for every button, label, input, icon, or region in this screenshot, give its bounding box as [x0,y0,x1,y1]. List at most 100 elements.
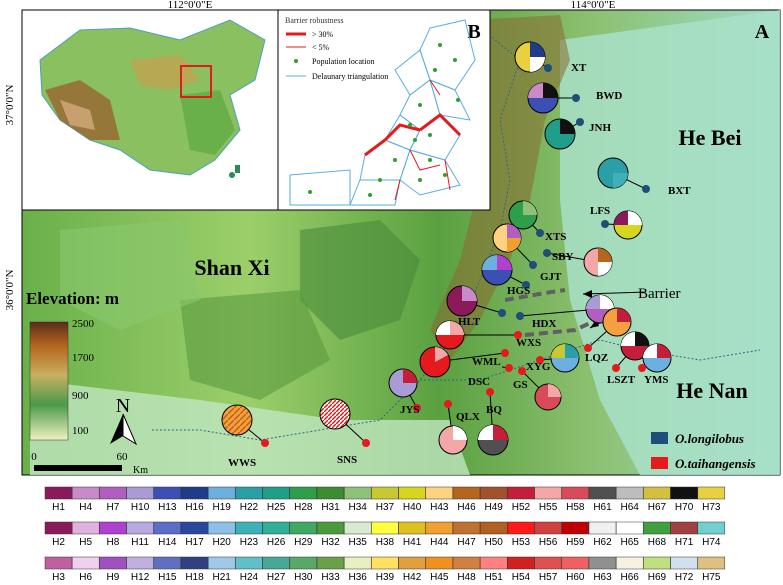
haplotype-swatch [615,521,644,535]
region-hebei: He Bei [679,125,742,150]
scale-end: 60 [117,451,129,463]
panel-a-label: A [755,21,770,43]
haplotype-swatch [697,486,726,500]
label-jnh: JNH [589,122,611,134]
haplotype-swatch [235,556,263,570]
haplotype-label: H59 [566,537,585,548]
haplotype-label: H72 [675,572,694,583]
elevation-legend: Elevation: m 2500 1700 900 100 [26,289,119,441]
haplotype-label: H53 [512,537,531,548]
latitude-label-36: 36°0'0"N [4,270,16,311]
haplotype-label: H47 [457,537,476,548]
haplotype-swatch [507,486,535,500]
haplotype-label: H70 [675,502,694,513]
haplotype-label: H49 [485,502,504,513]
species-longilobus: O.longilobus [675,431,744,446]
haplotype-label: H45 [430,572,449,583]
haplotype-label: H48 [457,572,476,583]
haplotype-swatch [343,486,372,500]
haplotype-label: H37 [376,502,395,513]
haplotype-swatch [534,486,562,500]
pie-bwd: BWD [527,82,622,114]
inset-b-triangulation: B Barrier robustness > 30% < 5% Populati… [277,9,491,211]
haplotype-label: H19 [213,502,232,513]
haplotype-label: H26 [267,537,286,548]
haplotype-label: H74 [702,537,721,548]
legend-population-location: Population location [312,57,374,66]
haplotype-label: H5 [79,537,92,548]
haplotype-swatch [99,556,127,570]
haplotype-swatch [371,556,399,570]
haplotype-swatch [180,486,209,500]
haplotype-label: H38 [376,537,395,548]
haplotype-swatch [153,521,182,535]
haplotype-swatch [99,521,127,535]
haplotype-label: H29 [294,537,313,548]
haplotype-swatch [425,486,454,500]
haplotype-swatch [316,486,345,500]
haplotype-swatch [289,486,318,500]
pie-xts: XTS [508,200,566,243]
haplotype-label: H21 [213,572,232,583]
haplotype-swatch [697,556,726,570]
pie-bxt: BXT [597,157,691,197]
haplotype-label: H75 [702,572,721,583]
label-bxt: BXT [668,185,691,197]
label-wws: WWS [228,457,256,469]
haplotype-label: H34 [349,502,368,513]
haplotype-label: H4 [79,502,92,513]
pie-lqz: LQZ [584,307,632,364]
haplotype-swatch [371,486,399,500]
haplotype-label: H18 [185,572,204,583]
haplotype-label: H55 [539,502,558,513]
label-sns: SNS [337,454,357,466]
north-label: N [116,395,130,417]
haplotype-label: H46 [457,502,476,513]
pie-wml: WML [419,346,509,378]
haplotype-label: H20 [213,537,232,548]
haplotype-swatch [643,486,671,500]
scale-start: 0 [31,451,37,463]
label-xt: XT [571,62,587,74]
haplotype-label: H36 [349,572,368,583]
haplotype-swatch [588,556,617,570]
haplotype-swatch [316,556,345,570]
haplotype-label: H68 [648,537,667,548]
haplotype-swatch [126,521,154,535]
haplotype-swatch [262,556,290,570]
elevation-title: Elevation: m [26,289,119,308]
haplotype-label: H3 [52,572,65,583]
haplotype-swatch [153,486,182,500]
pie-wxs: WXS [435,320,541,350]
haplotype-label: H51 [485,572,504,583]
haplotype-label: H13 [158,502,177,513]
haplotype-swatch [207,521,236,535]
haplotype-label: H42 [403,572,422,583]
haplotype-label: H23 [240,537,259,548]
haplotype-label: H60 [566,572,585,583]
haplotype-swatch [615,556,644,570]
haplotype-label: H31 [321,502,340,513]
haplotype-label: H63 [593,572,612,583]
haplotype-label: H64 [621,502,640,513]
haplotype-label: H15 [158,572,177,583]
haplotype-swatch [262,521,290,535]
north-arrow: N [110,395,138,446]
haplotype-swatch [343,521,372,535]
haplotype-swatch [71,486,100,500]
legend-strong-barrier: > 30% [312,30,334,39]
haplotype-label: H6 [79,572,92,583]
haplotype-swatch [507,521,535,535]
haplotype-label: H33 [321,572,340,583]
haplotype-label: H65 [621,537,640,548]
haplotype-swatch [99,486,127,500]
haplotype-label: H66 [621,572,640,583]
label-wml: WML [472,356,501,368]
haplotype-swatch [588,486,617,500]
haplotype-swatch [425,556,454,570]
haplotype-swatch [507,556,535,570]
haplotype-label: H57 [539,572,558,583]
haplotype-label: H7 [107,502,120,513]
haplotype-label: H62 [593,537,612,548]
